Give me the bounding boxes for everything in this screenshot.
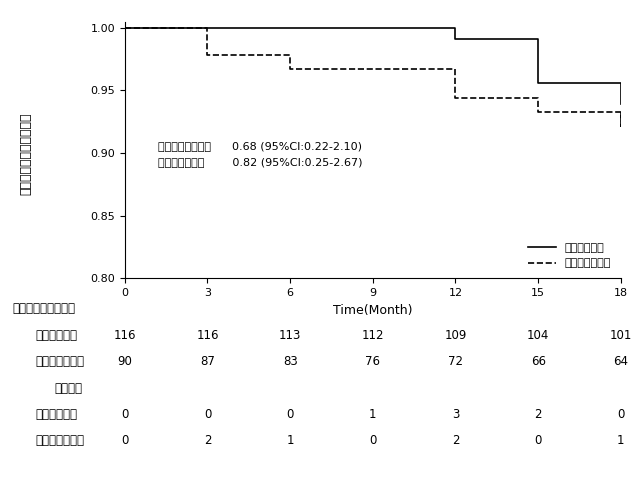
硫唑嘌呤治疗组 [617, 109, 625, 115]
Text: 0: 0 [121, 434, 129, 447]
Text: 多靶点治疗组: 多靶点治疗组 [35, 329, 77, 342]
多靶点治疗组 [452, 25, 460, 31]
硫唑嘌呤治疗组 [617, 124, 625, 130]
多靶点治疗组 [534, 36, 542, 42]
Text: 1: 1 [286, 434, 294, 447]
Text: 83: 83 [283, 355, 298, 368]
Text: 0: 0 [204, 408, 211, 421]
Text: 76: 76 [365, 355, 380, 368]
Text: 101: 101 [610, 329, 632, 342]
Text: 不出现肾脏复发的可能性: 不出现肾脏复发的可能性 [19, 112, 32, 195]
Text: 0: 0 [617, 408, 625, 421]
Legend: 多靶点治疗组, 硫唑嘌呤治疗组: 多靶点治疗组, 硫唑嘌呤治疗组 [524, 239, 615, 273]
Line: 多靶点治疗组: 多靶点治疗组 [125, 28, 621, 104]
Text: 3: 3 [452, 408, 459, 421]
Text: 104: 104 [527, 329, 549, 342]
硫唑嘌呤治疗组 [286, 66, 294, 72]
多靶点治疗组 [534, 80, 542, 86]
Text: 多靶点治疗组: 多靶点治疗组 [35, 408, 77, 421]
硫唑嘌呤治疗组 [204, 52, 211, 58]
Text: 109: 109 [444, 329, 467, 342]
Text: 0: 0 [534, 434, 542, 447]
Text: 2: 2 [534, 408, 542, 421]
硫唑嘌呤治疗组 [534, 95, 542, 101]
Text: 64: 64 [613, 355, 628, 368]
Text: 113: 113 [279, 329, 301, 342]
Text: 90: 90 [117, 355, 132, 368]
Text: 87: 87 [200, 355, 215, 368]
Text: 116: 116 [113, 329, 136, 342]
Text: 0: 0 [287, 408, 294, 421]
Text: 硫唑嘌呤治疗组: 硫唑嘌呤治疗组 [35, 355, 84, 368]
多靶点治疗组 [369, 25, 376, 31]
Text: 复发人数: 复发人数 [54, 382, 83, 395]
Text: 硫唑嘌呤治疗组: 硫唑嘌呤治疗组 [35, 434, 84, 447]
Text: 66: 66 [531, 355, 546, 368]
多靶点治疗组 [617, 80, 625, 86]
Text: 0: 0 [121, 408, 129, 421]
硫唑嘌呤治疗组 [534, 109, 542, 115]
硫唑嘌呤治疗组 [121, 25, 129, 31]
Text: 2: 2 [204, 434, 211, 447]
硫唑嘌呤治疗组 [452, 66, 460, 72]
Text: 2: 2 [452, 434, 460, 447]
Line: 硫唑嘌呤治疗组: 硫唑嘌呤治疗组 [125, 28, 621, 127]
多靶点治疗组 [452, 36, 460, 42]
Text: 1: 1 [617, 434, 625, 447]
硫唑嘌呤治疗组 [286, 52, 294, 58]
硫唑嘌呤治疗组 [204, 25, 211, 31]
硫唑嘌呤治疗组 [452, 95, 460, 101]
多靶点治疗组 [617, 101, 625, 107]
Text: 112: 112 [362, 329, 384, 342]
Text: 非校正后的风险比      0.68 (95%CI:0.22-2.10): 非校正后的风险比 0.68 (95%CI:0.22-2.10) [158, 141, 362, 151]
多靶点治疗组 [369, 25, 376, 31]
X-axis label: Time(Month): Time(Month) [333, 304, 413, 317]
Text: 116: 116 [196, 329, 219, 342]
Text: 72: 72 [448, 355, 463, 368]
Text: 1: 1 [369, 408, 376, 421]
Text: 0: 0 [369, 434, 376, 447]
Text: 校正后的风险比        0.82 (95%CI:0.25-2.67): 校正后的风险比 0.82 (95%CI:0.25-2.67) [158, 157, 362, 167]
多靶点治疗组 [121, 25, 129, 31]
Text: 未出现肾脏复发人数: 未出现肾脏复发人数 [13, 302, 76, 315]
